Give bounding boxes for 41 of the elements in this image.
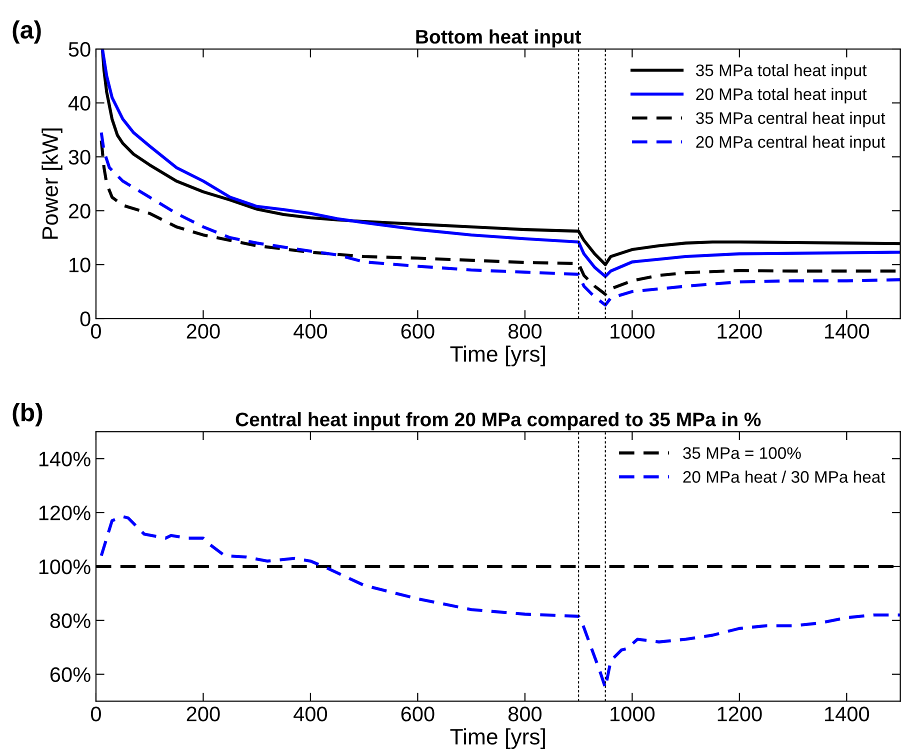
y-tick-label: 10 [70,258,90,272]
y-tick-label: 80% [50,613,90,628]
y-tick-label: 100% [39,559,90,574]
x-tick-label: 1400 [825,706,870,722]
x-tick-label: 600 [401,324,434,339]
y-tick-label: 0 [80,312,90,326]
x-tick-label: 200 [186,706,220,722]
x-tick-label: 1200 [718,324,762,339]
line-series [100,515,900,690]
chart-title: Central heat input from 20 MPa compared to 35 MPa in % [236,412,761,430]
x-tick-label: 1000 [610,706,655,722]
x-tick-label: 200 [186,324,220,339]
x-tick-label: 0 [90,324,101,339]
x-tick-label: 600 [401,706,434,722]
x-axis-title: Time [yrs] [450,728,545,749]
y-tick-label: 60% [50,667,90,682]
legend-label: 20 MPa central heat input [696,136,886,152]
y-axis-title: Power [kW] [42,128,62,239]
x-tick-label: 1000 [610,324,655,339]
x-axis-title: Time [yrs] [450,346,545,366]
y-tick-label: 40 [68,96,90,111]
x-tick-label: 800 [508,706,542,722]
legend-label: 35 MPa central heat input [696,112,886,128]
x-tick-label: 400 [294,706,328,722]
legend-label: 35 MPa = 100% [683,447,801,459]
x-tick-label: 1200 [718,706,762,722]
x-tick-label: 1400 [825,324,870,339]
text: (a) [12,20,41,44]
y-tick-label: 50 [68,42,90,57]
legend-label: 20 MPa total heat input [696,88,867,104]
y-tick-label: 20 [68,204,90,218]
legend-label: 35 MPa total heat input [696,64,867,80]
text: (b) [12,403,42,426]
legend-label: 20 MPa heat / 30 MPa heat [683,470,886,483]
x-tick-label: 0 [90,706,101,722]
y-tick-label: 140% [39,452,90,466]
x-tick-label: 400 [294,324,328,339]
chart-title: Bottom heat input [416,29,582,48]
y-tick-label: 30 [68,150,90,165]
y-tick-label: 120% [39,506,90,520]
x-tick-label: 800 [508,324,542,339]
